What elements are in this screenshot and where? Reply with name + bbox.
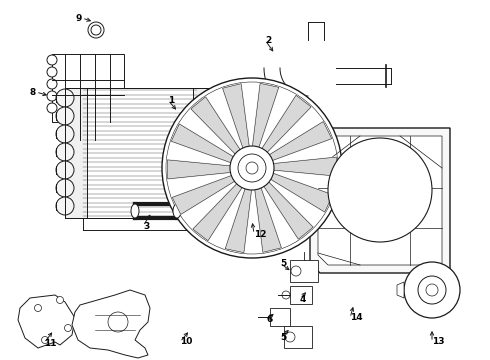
Circle shape [56,297,64,303]
Polygon shape [268,172,333,212]
Polygon shape [18,295,75,348]
Polygon shape [252,84,279,151]
Polygon shape [222,84,250,152]
Polygon shape [266,122,332,162]
Circle shape [47,67,57,77]
Polygon shape [370,155,408,185]
Text: 1: 1 [168,95,174,104]
Circle shape [56,161,74,179]
Circle shape [206,197,224,215]
Circle shape [56,89,74,107]
Circle shape [56,197,74,215]
Circle shape [91,25,101,35]
Circle shape [56,107,74,125]
Text: 13: 13 [432,338,444,346]
Circle shape [285,332,295,342]
Polygon shape [254,184,281,252]
Circle shape [88,22,104,38]
Circle shape [42,337,49,343]
Bar [65,88,215,218]
Polygon shape [270,157,337,176]
Polygon shape [310,128,450,273]
Bar [83,88,197,218]
Text: 8: 8 [30,87,36,96]
Circle shape [65,324,72,332]
Text: 10: 10 [180,338,193,346]
Circle shape [404,262,460,318]
Text: 12: 12 [254,230,267,239]
Text: 7: 7 [386,166,392,175]
Polygon shape [168,160,234,179]
Ellipse shape [131,204,139,218]
Polygon shape [193,181,244,241]
Circle shape [56,179,74,197]
Circle shape [56,143,74,161]
Circle shape [108,312,128,332]
Bar [270,308,290,326]
Circle shape [47,103,57,113]
Circle shape [47,55,57,65]
Circle shape [426,284,438,296]
Text: 2: 2 [265,36,271,45]
Text: 11: 11 [44,338,56,347]
Bar [290,260,318,282]
Ellipse shape [173,204,181,218]
Circle shape [238,154,266,182]
Circle shape [47,79,57,89]
Bar [52,54,124,122]
Text: 3: 3 [143,221,149,230]
Polygon shape [318,136,442,265]
Text: 5: 5 [280,333,286,342]
Circle shape [282,291,290,299]
Bar [284,326,312,348]
Polygon shape [397,282,404,298]
Text: 6: 6 [266,315,272,324]
Circle shape [162,78,342,258]
Circle shape [206,125,224,143]
Text: 9: 9 [75,14,82,23]
Text: 4: 4 [300,294,306,303]
Circle shape [206,107,224,125]
Circle shape [47,91,57,101]
Circle shape [206,143,224,161]
Polygon shape [191,97,242,157]
Circle shape [418,276,446,304]
Polygon shape [172,174,238,215]
Circle shape [34,305,42,311]
Polygon shape [72,290,150,358]
Circle shape [291,266,301,276]
Circle shape [328,138,432,242]
Bar [290,286,312,304]
Polygon shape [260,95,311,155]
Circle shape [56,125,74,143]
Polygon shape [172,124,237,164]
Text: 5: 5 [280,258,286,267]
Circle shape [206,161,224,179]
Polygon shape [262,179,313,239]
Bar [193,88,215,218]
Circle shape [230,146,274,190]
Text: 14: 14 [350,314,363,323]
Bar [65,88,87,218]
Polygon shape [225,185,252,253]
Circle shape [206,89,224,107]
Circle shape [206,179,224,197]
Circle shape [381,161,399,179]
Circle shape [246,162,258,174]
